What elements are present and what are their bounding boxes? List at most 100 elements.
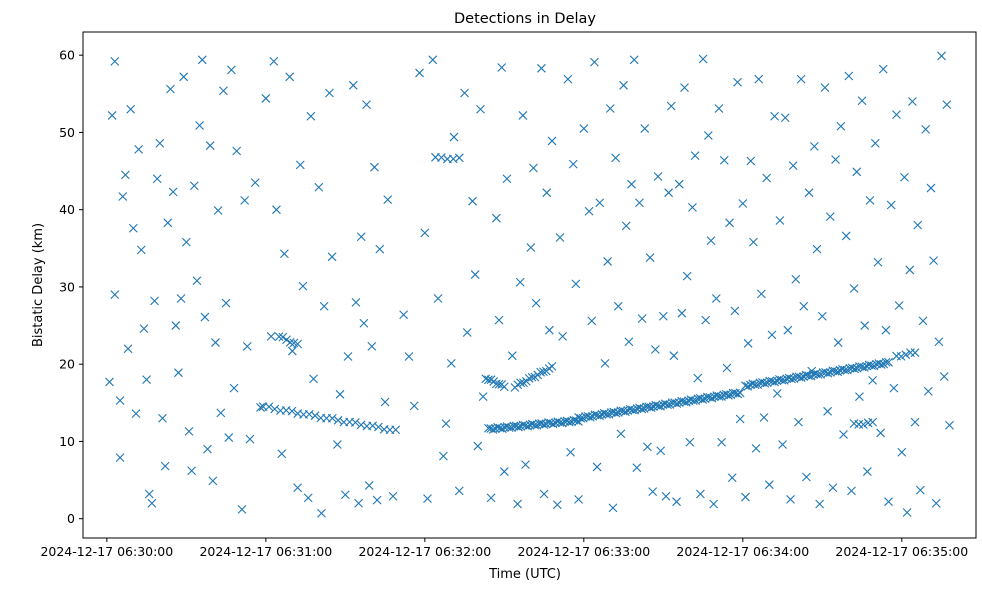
- data-point: [868, 376, 878, 385]
- y-tick-label: 20: [59, 357, 75, 372]
- data-point: [332, 440, 342, 449]
- data-point: [896, 351, 906, 361]
- data-point: [484, 375, 493, 385]
- data-point: [760, 379, 770, 388]
- data-point: [504, 423, 514, 433]
- data-point: [780, 113, 790, 123]
- data-point: [187, 466, 197, 476]
- data-point: [884, 357, 893, 367]
- data-point: [813, 370, 823, 379]
- data-point: [778, 440, 787, 449]
- data-point: [817, 311, 827, 321]
- data-point: [584, 206, 594, 216]
- data-point: [362, 100, 371, 110]
- data-point: [348, 80, 358, 90]
- data-point: [825, 212, 835, 222]
- data-point: [786, 494, 795, 504]
- data-point: [468, 196, 477, 206]
- data-point: [118, 192, 128, 201]
- x-tick-label: 2024-12-17 06:32:00: [358, 544, 491, 559]
- data-point: [711, 294, 721, 303]
- data-point: [155, 138, 165, 148]
- data-point: [552, 500, 562, 510]
- data-point: [743, 338, 753, 348]
- data-point: [428, 55, 438, 65]
- data-point: [738, 199, 748, 208]
- x-axis-label: Time (UTC): [488, 567, 561, 582]
- data-point: [229, 383, 239, 393]
- data-point: [261, 94, 271, 103]
- data-point: [576, 413, 586, 423]
- data-point: [669, 351, 679, 361]
- data-point: [674, 179, 684, 189]
- data-point: [886, 200, 896, 210]
- data-point: [688, 396, 698, 405]
- data-point: [343, 352, 353, 361]
- data-point: [884, 497, 893, 507]
- data-point: [677, 308, 687, 318]
- data-point: [735, 388, 745, 398]
- data-point: [171, 321, 181, 330]
- data-point: [314, 182, 324, 192]
- data-point: [232, 146, 242, 156]
- data-point: [208, 476, 218, 486]
- data-point: [420, 228, 430, 238]
- data-point: [293, 339, 303, 349]
- data-point: [637, 314, 647, 323]
- data-point: [216, 408, 226, 418]
- data-point: [527, 372, 537, 382]
- data-point: [558, 331, 568, 341]
- data-point: [616, 429, 626, 439]
- data-point: [121, 170, 130, 180]
- data-point: [619, 80, 628, 90]
- data-point: [176, 294, 186, 303]
- data-point: [131, 409, 141, 419]
- data-point: [539, 420, 549, 429]
- data-point: [750, 380, 760, 389]
- data-point: [359, 318, 369, 328]
- data-point: [620, 407, 630, 417]
- data-point: [195, 121, 204, 130]
- data-point: [544, 325, 554, 335]
- data-point: [287, 406, 297, 416]
- data-point: [934, 337, 944, 347]
- data-point: [833, 338, 843, 347]
- data-point: [693, 373, 703, 383]
- data-point: [335, 389, 345, 399]
- data-point: [709, 499, 719, 509]
- data-point: [690, 151, 700, 160]
- data-point: [144, 489, 154, 499]
- data-point: [913, 220, 923, 230]
- data-point: [264, 402, 274, 412]
- data-point: [908, 97, 917, 106]
- data-point: [855, 392, 864, 402]
- data-point: [764, 480, 774, 490]
- data-point: [524, 374, 534, 383]
- data-point: [901, 350, 911, 360]
- data-point: [812, 244, 822, 254]
- data-point: [303, 493, 313, 503]
- data-point: [844, 71, 854, 81]
- data-point: [280, 249, 289, 259]
- data-point: [285, 72, 295, 82]
- data-point: [714, 392, 724, 401]
- data-point: [881, 325, 891, 335]
- data-point: [833, 367, 843, 377]
- data-point: [809, 141, 819, 151]
- data-point: [438, 451, 448, 461]
- data-point: [519, 378, 528, 388]
- y-tick-label: 0: [67, 511, 75, 526]
- data-point: [537, 63, 546, 73]
- data-point: [828, 483, 838, 493]
- data-point: [945, 420, 954, 430]
- data-point: [364, 481, 374, 490]
- data-point: [772, 389, 782, 398]
- data-point: [181, 237, 191, 247]
- data-point: [168, 187, 178, 197]
- data-point: [499, 382, 509, 392]
- data-point: [245, 434, 255, 444]
- data-point: [820, 83, 830, 93]
- data-point: [621, 221, 631, 231]
- data-point: [277, 449, 287, 459]
